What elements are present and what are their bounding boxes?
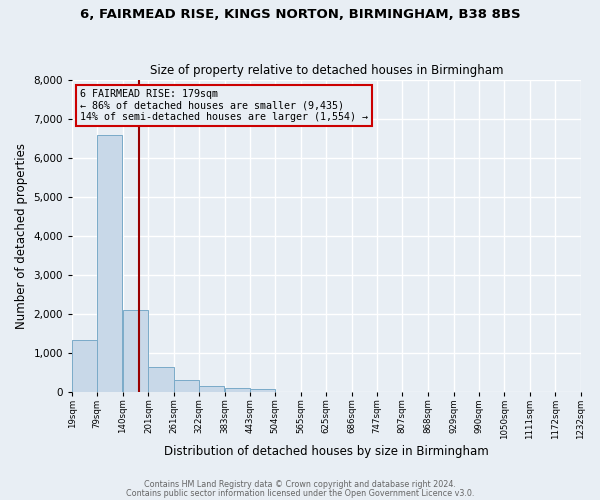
Bar [224, 388, 250, 392]
Bar [97, 135, 122, 392]
Text: 6, FAIRMEAD RISE, KINGS NORTON, BIRMINGHAM, B38 8BS: 6, FAIRMEAD RISE, KINGS NORTON, BIRMINGH… [80, 8, 520, 20]
Bar [250, 388, 275, 392]
X-axis label: Distribution of detached houses by size in Birmingham: Distribution of detached houses by size … [164, 444, 488, 458]
Text: Contains public sector information licensed under the Open Government Licence v3: Contains public sector information licen… [126, 489, 474, 498]
Text: Contains HM Land Registry data © Crown copyright and database right 2024.: Contains HM Land Registry data © Crown c… [144, 480, 456, 489]
Bar [148, 366, 173, 392]
Bar [72, 340, 97, 392]
Y-axis label: Number of detached properties: Number of detached properties [15, 142, 28, 328]
Text: 6 FAIRMEAD RISE: 179sqm
← 86% of detached houses are smaller (9,435)
14% of semi: 6 FAIRMEAD RISE: 179sqm ← 86% of detache… [80, 89, 368, 122]
Bar [123, 310, 148, 392]
Bar [199, 386, 224, 392]
Bar [173, 380, 199, 392]
Title: Size of property relative to detached houses in Birmingham: Size of property relative to detached ho… [149, 64, 503, 77]
